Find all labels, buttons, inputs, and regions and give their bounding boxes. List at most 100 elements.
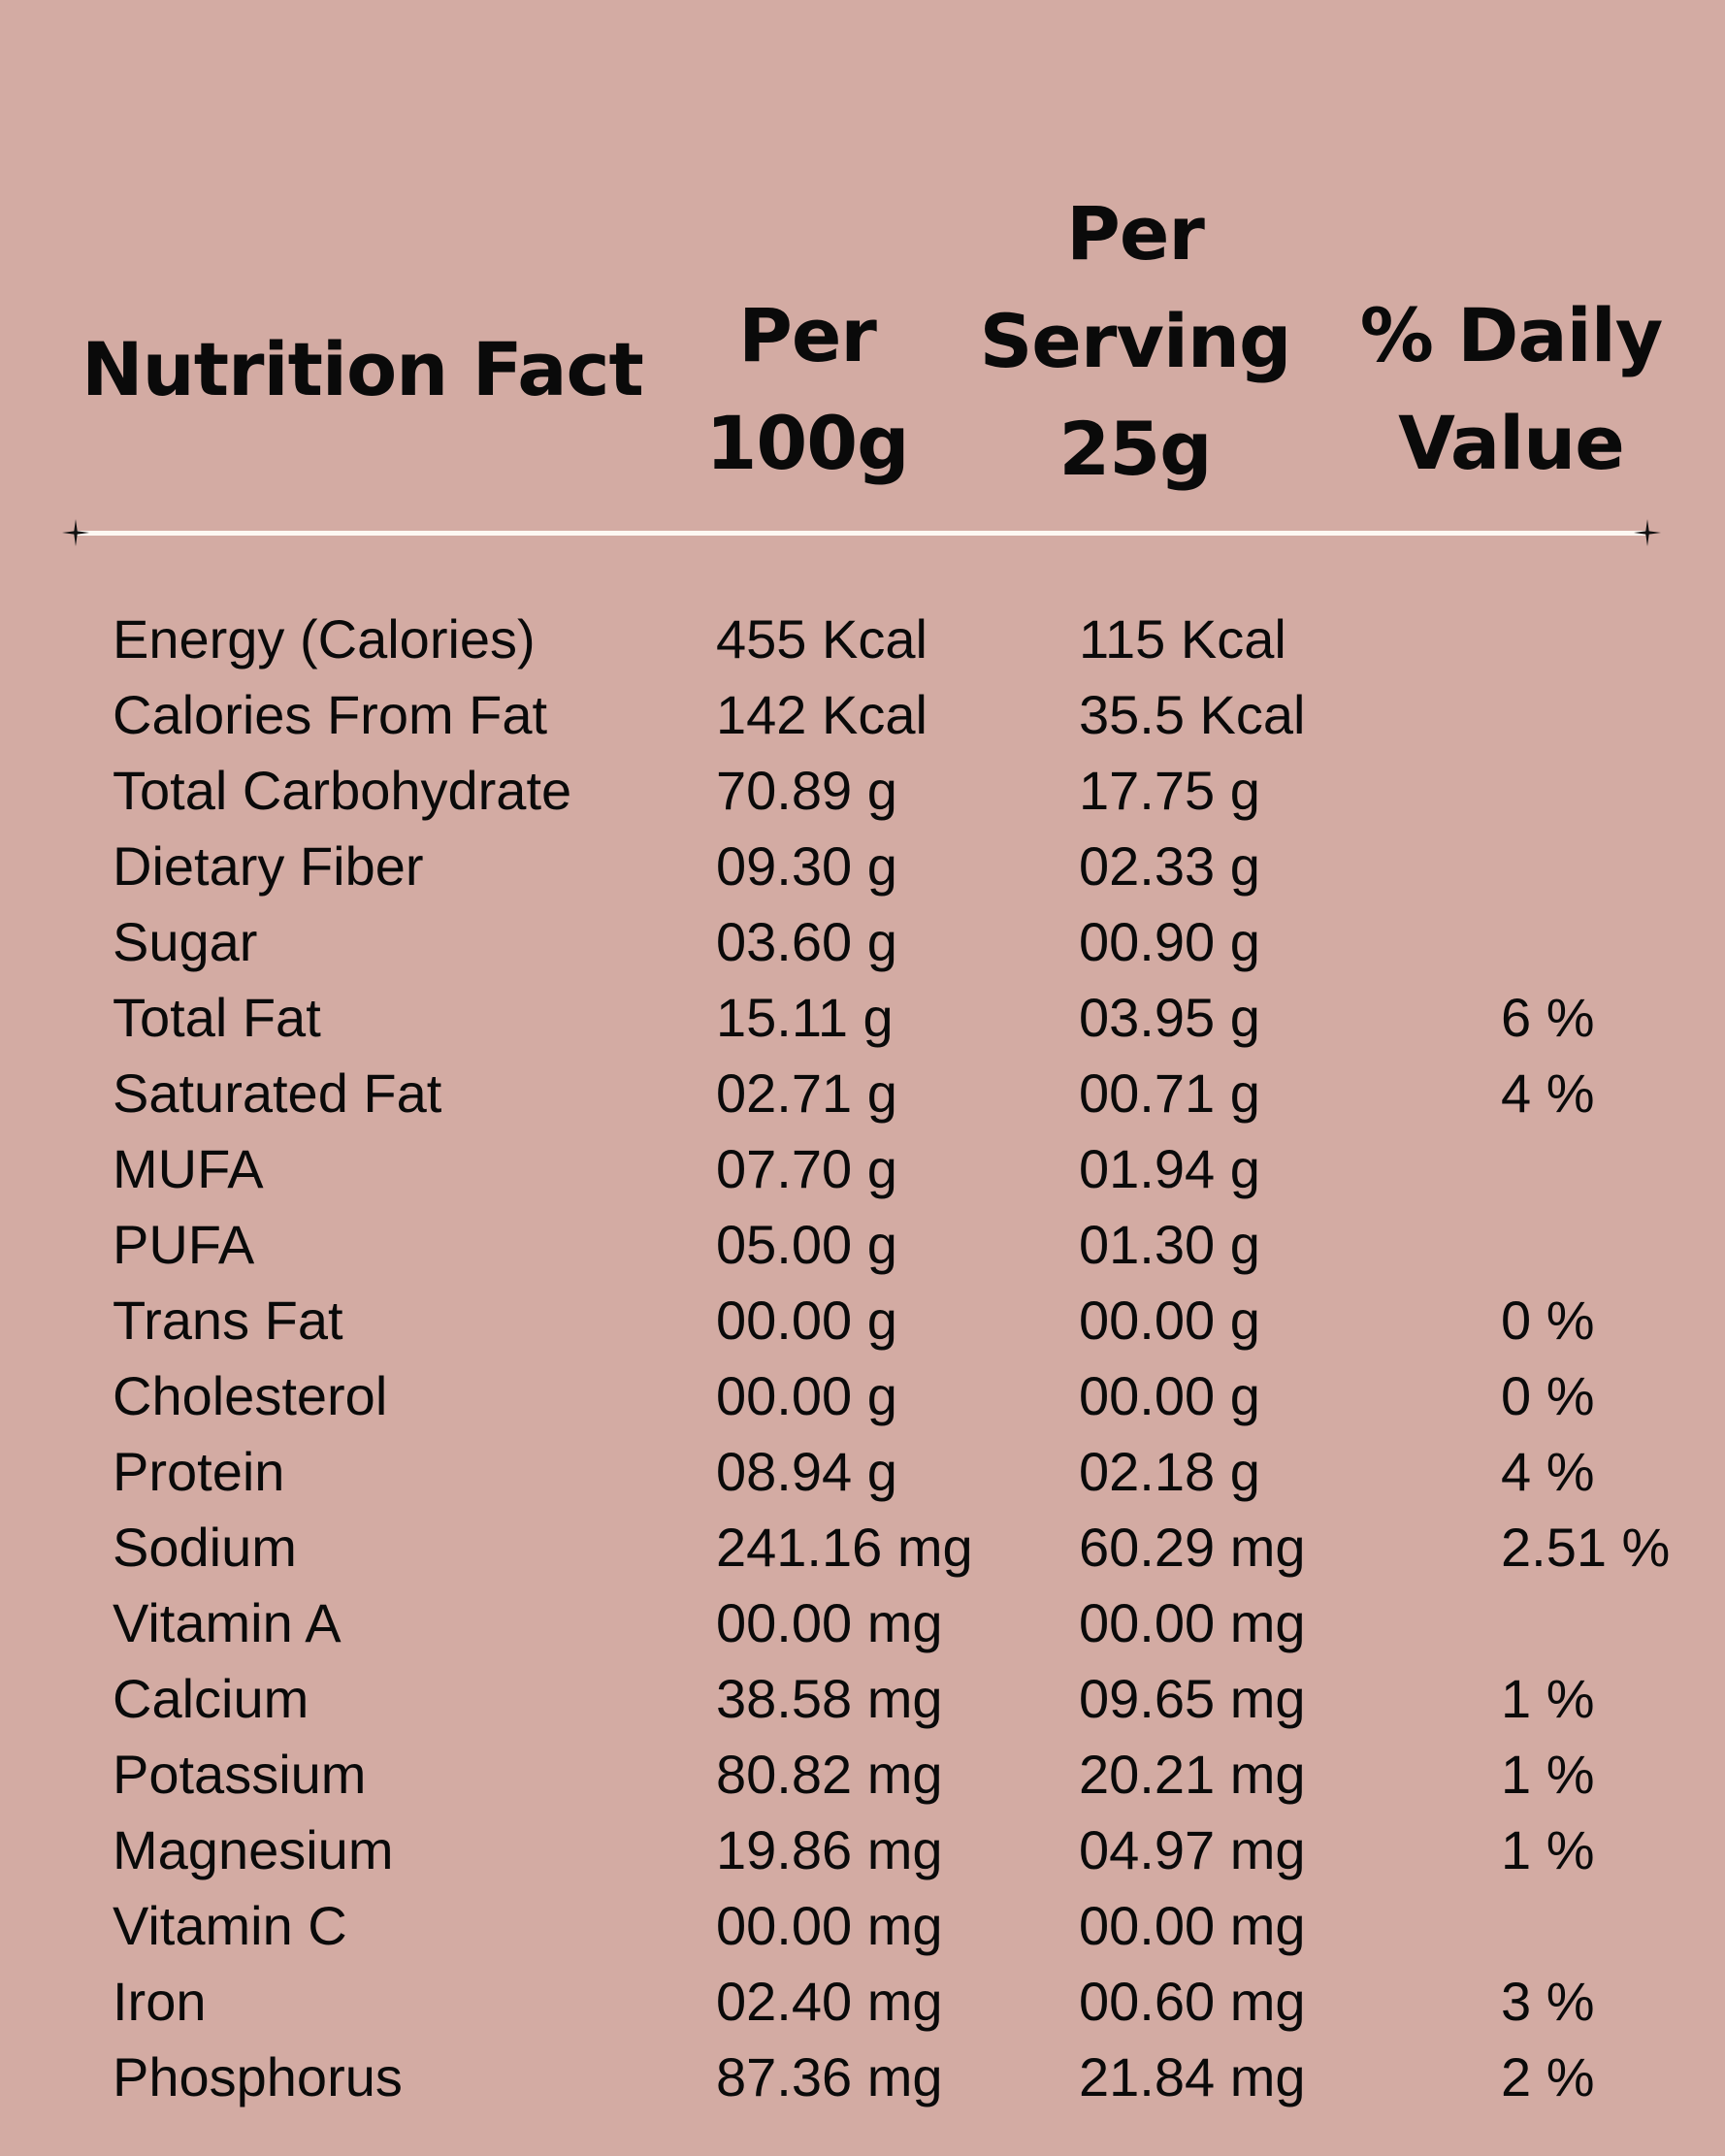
nutrient-name: Cholesterol (113, 1365, 388, 1426)
value-per-serving: 01.94 g (1079, 1138, 1260, 1199)
value-per-100g: 00.00 g (716, 1290, 897, 1351)
value-per-serving: 00.00 g (1079, 1290, 1260, 1351)
daily-value-percent: 1 % (1501, 1819, 1595, 1880)
nutrient-name: MUFA (113, 1138, 264, 1199)
table-row: Sugar 03.60 g 00.90 g (0, 904, 1725, 980)
header-line: % Daily (1359, 292, 1664, 378)
table-row: Total Carbohydrate 70.89 g 17.75 g (0, 753, 1725, 829)
table-row: Magnesium 19.86 mg 04.97 mg 1 % (0, 1813, 1725, 1888)
sparkle-icon (62, 519, 89, 546)
header-line: Serving (979, 298, 1292, 384)
value-per-100g: 241.16 mg (716, 1517, 973, 1578)
value-per-100g: 38.58 mg (716, 1668, 943, 1729)
daily-value-percent: 3 % (1501, 1971, 1595, 2032)
daily-value-percent: 4 % (1501, 1441, 1595, 1502)
sparkle-icon (1634, 519, 1661, 546)
table-row: Calories From Fat 142 Kcal 35.5 Kcal (0, 677, 1725, 753)
value-per-serving: 04.97 mg (1079, 1819, 1306, 1880)
column-header-per-100g: Per 100g (662, 281, 953, 497)
nutrient-name: Phosphorus (113, 2046, 403, 2107)
value-per-100g: 03.60 g (716, 911, 897, 972)
daily-value-percent: 1 % (1501, 1744, 1595, 1805)
nutrient-name: Calories From Fat (113, 684, 548, 745)
daily-value-percent: 6 % (1501, 987, 1595, 1048)
value-per-serving: 60.29 mg (1079, 1517, 1306, 1578)
value-per-100g: 00.00 mg (716, 1592, 943, 1653)
table-row: Saturated Fat 02.71 g 00.71 g 4 % (0, 1056, 1725, 1131)
value-per-serving: 00.60 mg (1079, 1971, 1306, 2032)
value-per-100g: 87.36 mg (716, 2046, 943, 2107)
table-row: Trans Fat 00.00 g 00.00 g 0 % (0, 1283, 1725, 1358)
value-per-100g: 142 Kcal (716, 684, 928, 745)
value-per-serving: 09.65 mg (1079, 1668, 1306, 1729)
nutrition-table: Energy (Calories) 455 Kcal 115 Kcal Calorie… (0, 602, 1725, 2115)
table-row: Total Fat 15.11 g 03.95 g 6 % (0, 980, 1725, 1056)
table-row: Dietary Fiber 09.30 g 02.33 g (0, 829, 1725, 904)
nutrient-name: Iron (113, 1971, 207, 2032)
daily-value-percent: 2.51 % (1501, 1517, 1671, 1578)
value-per-100g: 00.00 g (716, 1365, 897, 1426)
value-per-serving: 00.00 mg (1079, 1592, 1306, 1653)
table-title: Nutrition Fact (81, 326, 644, 412)
table-row: Phosphorus 87.36 mg 21.84 mg 2 % (0, 2040, 1725, 2115)
nutrient-name: Total Fat (113, 987, 321, 1048)
nutrient-name: Sugar (113, 911, 258, 972)
value-per-serving: 115 Kcal (1079, 608, 1286, 670)
value-per-serving: 20.21 mg (1079, 1744, 1306, 1805)
nutrient-name: Total Carbohydrate (113, 760, 572, 821)
table-row: Vitamin A 00.00 mg 00.00 mg (0, 1585, 1725, 1661)
value-per-serving: 00.90 g (1079, 911, 1260, 972)
value-per-serving: 00.00 mg (1079, 1895, 1306, 1956)
value-per-100g: 02.40 mg (716, 1971, 943, 2032)
value-per-serving: 00.00 g (1079, 1365, 1260, 1426)
header-line: 100g (705, 400, 909, 486)
value-per-100g: 15.11 g (716, 987, 894, 1048)
value-per-100g: 05.00 g (716, 1214, 897, 1275)
column-header-daily-value: % Daily Value (1344, 281, 1678, 497)
value-per-serving: 21.84 mg (1079, 2046, 1306, 2107)
column-header-per-serving: Per Serving 25g (960, 180, 1310, 503)
value-per-serving: 17.75 g (1079, 760, 1260, 821)
table-row: Calcium 38.58 mg 09.65 mg 1 % (0, 1661, 1725, 1737)
daily-value-percent: 0 % (1501, 1290, 1595, 1351)
header-line: Value (1398, 400, 1625, 486)
table-row: Iron 02.40 mg 00.60 mg 3 % (0, 1964, 1725, 2040)
header-line: Per (738, 292, 877, 378)
header-line: Per (1066, 190, 1205, 277)
value-per-100g: 08.94 g (716, 1441, 897, 1502)
table-row: Protein 08.94 g 02.18 g 4 % (0, 1434, 1725, 1510)
table-row: Energy (Calories) 455 Kcal 115 Kcal (0, 602, 1725, 677)
daily-value-percent: 4 % (1501, 1062, 1595, 1124)
table-row: PUFA 05.00 g 01.30 g (0, 1207, 1725, 1283)
header-line: 25g (1058, 406, 1212, 492)
value-per-serving: 00.71 g (1079, 1062, 1260, 1124)
nutrient-name: Vitamin A (113, 1592, 342, 1653)
daily-value-percent: 1 % (1501, 1668, 1595, 1729)
nutrient-name: Calcium (113, 1668, 309, 1729)
value-per-serving: 03.95 g (1079, 987, 1260, 1048)
table-row: Cholesterol 00.00 g 00.00 g 0 % (0, 1358, 1725, 1434)
value-per-100g: 80.82 mg (716, 1744, 943, 1805)
table-row: Vitamin C 00.00 mg 00.00 mg (0, 1888, 1725, 1964)
value-per-100g: 07.70 g (716, 1138, 897, 1199)
nutrient-name: Sodium (113, 1517, 297, 1578)
daily-value-percent: 0 % (1501, 1365, 1595, 1426)
value-per-100g: 70.89 g (716, 760, 897, 821)
value-per-100g: 02.71 g (716, 1062, 897, 1124)
value-per-serving: 02.18 g (1079, 1441, 1260, 1502)
nutrient-name: Saturated Fat (113, 1062, 442, 1124)
value-per-100g: 00.00 mg (716, 1895, 943, 1956)
value-per-serving: 02.33 g (1079, 835, 1260, 897)
nutrient-name: Trans Fat (113, 1290, 343, 1351)
value-per-serving: 01.30 g (1079, 1214, 1260, 1275)
table-row: MUFA 07.70 g 01.94 g (0, 1131, 1725, 1207)
nutrient-name: Protein (113, 1441, 285, 1502)
nutrient-name: PUFA (113, 1214, 255, 1275)
nutrient-name: Vitamin C (113, 1895, 347, 1956)
table-row: Sodium 241.16 mg 60.29 mg 2.51 % (0, 1510, 1725, 1585)
value-per-100g: 09.30 g (716, 835, 897, 897)
nutrient-name: Dietary Fiber (113, 835, 424, 897)
value-per-serving: 35.5 Kcal (1079, 684, 1306, 745)
daily-value-percent: 2 % (1501, 2046, 1595, 2107)
header-divider (76, 531, 1645, 536)
